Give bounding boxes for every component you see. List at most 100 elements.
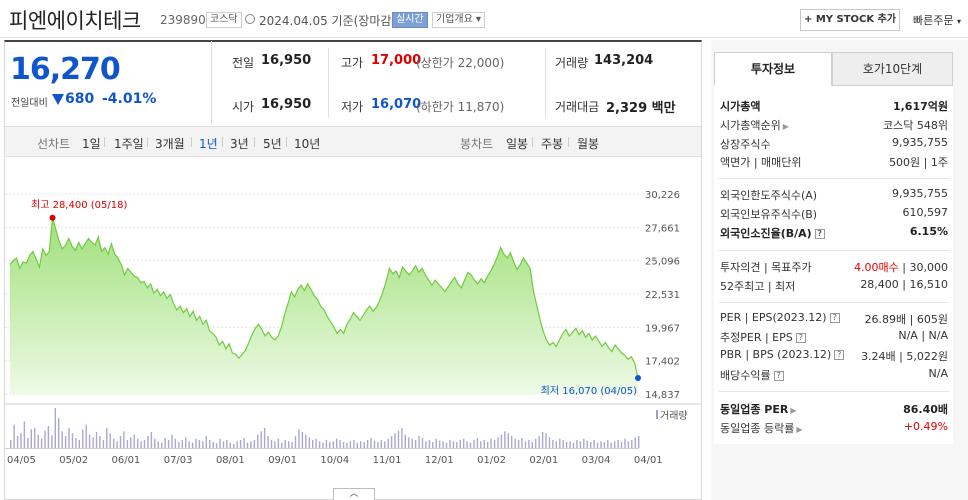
info-row: 배당수익률? N/A [720, 365, 948, 383]
info-value: 3.24배 | 5,022원 [861, 348, 948, 364]
candle-tab-monthly[interactable]: 월봉 [577, 137, 600, 151]
info-label[interactable]: 배당수익률? [720, 367, 784, 383]
volume-bar [480, 441, 482, 448]
info-row: 액면가 | 매매단위 500원 | 1주 [720, 152, 948, 170]
info-value-text: 코스닥 548위 [883, 119, 948, 132]
divider [568, 137, 569, 147]
volume-bar [521, 438, 523, 448]
info-label[interactable]: 외국인소진율(B/A)? [720, 225, 825, 241]
price-area [10, 217, 638, 394]
volume-label: 거래량 [555, 56, 589, 70]
volume-bar [545, 433, 547, 448]
price-line [9, 217, 639, 379]
x-tick-label: 11/01 [373, 455, 402, 466]
volume-bar [620, 442, 623, 448]
candle-tab-daily[interactable]: 일봉 [506, 137, 529, 151]
range-tab-3y[interactable]: 3년 [230, 137, 249, 151]
info-label[interactable]: 동일업종 PER ▶ [720, 403, 797, 416]
volume-bar [428, 440, 431, 448]
volume-bar [75, 438, 77, 448]
add-mystock-button[interactable]: + MY STOCK 추가 [800, 9, 900, 31]
min-point [635, 374, 641, 381]
volume-bar [40, 438, 43, 448]
volume-bar [164, 438, 166, 448]
range-tab-1y[interactable]: 1년 [199, 137, 218, 151]
help-icon[interactable]: ? [829, 313, 840, 323]
info-label[interactable]: 시가총액순위 ▶ [720, 119, 789, 132]
info-value: 4.00매수 | 30,000 [854, 259, 948, 275]
volume-bar [411, 438, 413, 448]
range-tab-5y[interactable]: 5년 [263, 137, 282, 151]
help-icon[interactable]: ? [773, 371, 784, 381]
section-divider [719, 250, 949, 251]
investment-info-table [714, 86, 953, 444]
divider [211, 41, 212, 125]
volume-bar [236, 441, 238, 448]
y-tick-label: 19,967 [645, 323, 680, 334]
info-label[interactable]: 추정PER | EPS? [720, 329, 806, 345]
volume-bar [425, 441, 427, 448]
company-overview-dropdown[interactable]: 기업개요 ▾ [432, 12, 486, 28]
info-label[interactable]: 동일업종 등락률 ▶ [720, 422, 803, 435]
volume-bar [421, 438, 424, 448]
volume-bar [336, 438, 338, 448]
y-tick-label: 17,402 [645, 357, 680, 368]
price-chart[interactable]: 30,226 27,661 25,096 22,531 19,967 17,402 14,8… [5, 158, 701, 468]
volume-bar [133, 434, 135, 448]
prev-close-value: 16,950 [261, 53, 312, 68]
quick-order-button[interactable]: 빠른주문 ▾ [913, 14, 961, 27]
volume-bar [267, 436, 269, 448]
help-icon[interactable]: ? [814, 229, 825, 239]
volume-bar [466, 441, 468, 448]
stock-header [0, 0, 968, 38]
current-price: 16,270 [10, 52, 121, 87]
info-label[interactable]: PBR | BPS (2023.12)? [720, 348, 845, 361]
volume-bar [16, 436, 19, 448]
tab-order-book-10[interactable]: 호가10단계 [832, 52, 953, 86]
volume-bar [243, 438, 245, 448]
change-value: 680 [65, 91, 95, 107]
candle-tab-weekly[interactable]: 주봉 [541, 137, 564, 151]
info-label[interactable]: PER | EPS(2023.12)? [720, 311, 840, 324]
help-icon[interactable]: ? [834, 350, 845, 360]
volume-bar [10, 440, 12, 448]
y-tick-label: 14,837 [645, 390, 680, 401]
info-row: PBR | BPS (2023.12)? 3.24배 | 5,022원 [720, 346, 948, 364]
volume-bar [102, 440, 105, 448]
volume-legend: 거래량 [660, 410, 688, 422]
range-tab-10y[interactable]: 10년 [294, 137, 321, 151]
info-value: N/A [929, 367, 948, 380]
volume-bar [305, 434, 307, 448]
info-value: 500원 | 1주 [889, 154, 948, 170]
volume-bar [322, 442, 324, 448]
volume-bar [353, 440, 355, 448]
chevron-up-icon[interactable]: ︿ [333, 488, 375, 500]
volume-bar [490, 438, 492, 448]
volume-bar [312, 440, 314, 448]
volume-bar [360, 441, 362, 448]
divider [147, 137, 148, 147]
volume-bar [291, 442, 293, 448]
help-icon[interactable]: ? [795, 333, 806, 343]
candle-chart-label: 봉차트 [460, 137, 494, 151]
range-tab-3m[interactable]: 3개월 [155, 137, 185, 151]
volume-bar [61, 431, 63, 448]
divider [328, 48, 329, 118]
volume-bar [113, 438, 115, 448]
divider [191, 137, 192, 147]
volume-bar [370, 438, 372, 448]
volume-bar [318, 441, 321, 448]
volume-bar [281, 442, 283, 448]
volume-bar [257, 434, 259, 448]
realtime-button[interactable]: 실시간 [392, 12, 428, 28]
volume-bar [27, 438, 29, 448]
range-tab-1w[interactable]: 1주일 [114, 137, 144, 151]
section-divider [719, 178, 949, 179]
volume-bar [171, 434, 173, 448]
tab-investment-info[interactable]: 투자정보 [714, 52, 832, 86]
volume-bar [507, 433, 509, 448]
volume-bar [390, 436, 393, 448]
volume-bar [85, 424, 87, 448]
range-tab-1d[interactable]: 1일 [82, 137, 101, 151]
volume-bar [631, 440, 633, 448]
